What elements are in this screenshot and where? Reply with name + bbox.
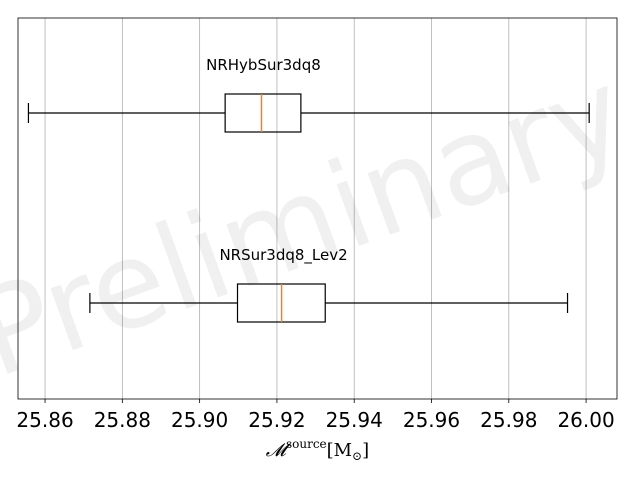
x-axis-label: 𝓜source[M⊙]	[266, 437, 369, 463]
x-tick-label: 25.94	[326, 408, 383, 432]
x-axis-label-symbol: 𝓜	[266, 440, 292, 461]
x-axis-label-unit: [M	[327, 440, 352, 461]
series-label: NRSur3dq8_Lev2	[219, 246, 347, 265]
x-tick-label: 25.98	[480, 408, 537, 432]
watermark: Preliminary	[0, 43, 640, 405]
x-tick-label: 25.90	[171, 408, 228, 432]
box-2: NRSur3dq8_Lev2	[89, 246, 569, 323]
x-tick-label: 25.86	[16, 408, 73, 432]
x-tick-label: 25.96	[403, 408, 460, 432]
x-axis-ticks: 25.86 25.88 25.90 25.92 25.94 25.96 25.98 26.00	[16, 399, 615, 432]
boxes: NRHybSur3dq8 NRSur3dq8_Lev2	[27, 56, 590, 323]
iqr-box	[224, 93, 302, 133]
plot-frame	[17, 17, 618, 400]
x-axis-label-unit-close: ]	[362, 440, 369, 461]
x-tick-label: 26.00	[557, 408, 614, 432]
box-1: NRHybSur3dq8	[27, 56, 590, 133]
grid-lines	[44, 18, 587, 399]
x-tick-label: 25.88	[94, 408, 151, 432]
x-axis-label-unit-subscript: ⊙	[352, 449, 362, 463]
x-axis-label-superscript: source	[286, 437, 327, 451]
x-tick-label: 25.92	[248, 408, 305, 432]
series-label: NRHybSur3dq8	[206, 56, 321, 74]
